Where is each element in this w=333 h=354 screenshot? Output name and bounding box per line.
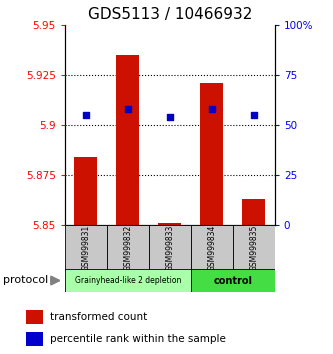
Point (251, 112, 256, 118)
Point (167, 114, 172, 120)
Point (209, 106, 214, 112)
Point (83, 112, 89, 118)
Text: GSM999832: GSM999832 (123, 225, 133, 271)
Bar (26, 332, 43, 346)
Bar (242, 199, 265, 225)
Text: transformed count: transformed count (50, 312, 148, 322)
Bar (26, 310, 43, 324)
Bar (158, 223, 181, 225)
Text: protocol: protocol (3, 275, 49, 285)
Text: GSM999833: GSM999833 (165, 224, 174, 271)
Bar (116, 55, 140, 225)
Text: percentile rank within the sample: percentile rank within the sample (50, 334, 226, 344)
Point (125, 106, 131, 112)
Text: GSM999835: GSM999835 (249, 224, 258, 271)
Bar (200, 83, 223, 225)
Bar (149, 225, 191, 271)
Bar (107, 225, 149, 271)
Title: GDS5113 / 10466932: GDS5113 / 10466932 (88, 7, 252, 22)
Bar (191, 225, 233, 271)
Bar (65, 269, 191, 292)
Bar (74, 157, 98, 225)
Bar (233, 225, 275, 271)
Text: GSM999831: GSM999831 (81, 225, 91, 271)
Text: Grainyhead-like 2 depletion: Grainyhead-like 2 depletion (75, 276, 181, 285)
Bar (65, 225, 107, 271)
Text: control: control (213, 275, 252, 286)
Bar (191, 269, 275, 292)
Text: GSM999834: GSM999834 (207, 224, 216, 271)
